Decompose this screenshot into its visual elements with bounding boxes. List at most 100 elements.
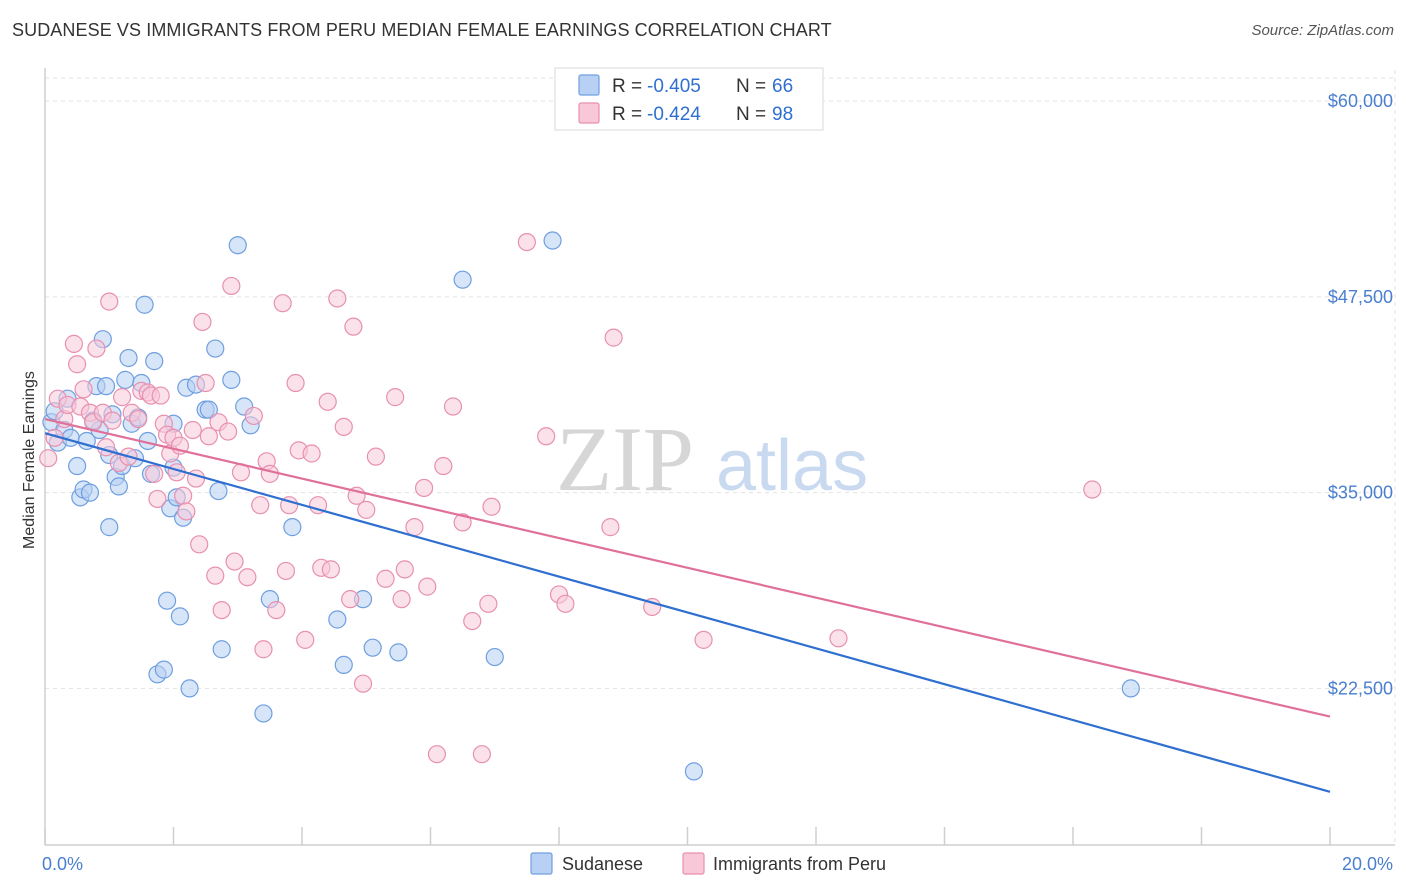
sudanese-trend-line [44, 432, 1331, 793]
data-points [39, 231, 1140, 781]
peru-point-65 [321, 560, 341, 579]
peru-point-13 [96, 438, 116, 457]
peru-point-35 [183, 420, 202, 440]
peru-point-97 [829, 629, 848, 648]
legend-r-value-1: -0.405 [647, 76, 701, 97]
peru-point-58 [286, 373, 305, 393]
peru-point-61 [302, 444, 321, 463]
peru-point-79 [414, 478, 434, 498]
peru-point-39 [196, 373, 215, 393]
peru-point-92 [556, 594, 575, 613]
sudanese-point-60 [684, 762, 704, 781]
sudanese-point-58 [485, 647, 504, 667]
watermark-atlas: atlas [716, 426, 868, 506]
legend-n-label-1: N = [736, 76, 766, 97]
sudanese-point-38 [180, 679, 199, 698]
peru-point-89 [517, 232, 536, 252]
watermark: ZIP atlas [556, 408, 868, 510]
peru-point-86 [472, 745, 491, 764]
peru-point-5 [64, 334, 84, 353]
peru-point-25 [148, 489, 167, 509]
peru-point-50 [251, 496, 270, 515]
peru-point-55 [273, 294, 292, 313]
y-tick-label-1: $47,500 [1328, 287, 1393, 307]
peru-point-77 [395, 560, 414, 579]
sudanese-point-55 [363, 638, 382, 657]
series-legend-swatch-sudanese [530, 852, 553, 875]
series-legend-swatch-peru [682, 852, 705, 875]
peru-point-80 [418, 577, 437, 596]
watermark-zip: ZIP [556, 408, 694, 510]
sudanese-point-9 [80, 483, 100, 502]
peru-point-53 [260, 464, 279, 483]
sudanese-point-19 [116, 370, 135, 389]
peru-point-51 [254, 640, 273, 659]
peru-point-69 [344, 317, 363, 336]
peru-point-24 [145, 464, 164, 483]
chart-title: SUDANESE VS IMMIGRANTS FROM PERU MEDIAN … [12, 20, 832, 40]
sudanese-point-42 [206, 339, 225, 358]
peru-point-0 [39, 449, 58, 468]
sudanese-point-20 [119, 348, 138, 368]
sudanese-point-43 [209, 481, 228, 501]
peru-point-94 [604, 328, 623, 347]
series-legend-label-sudanese: Sudanese [562, 854, 643, 874]
legend-n-value-2: 98 [772, 104, 793, 125]
sudanese-point-56 [389, 643, 408, 662]
legend-swatch-sudanese [578, 74, 600, 96]
peru-point-84 [453, 513, 472, 532]
legend: R = -0.405 N = 66 R = -0.424 N = 98 [554, 67, 824, 131]
sudanese-point-41 [199, 400, 218, 419]
peru-point-17 [112, 388, 132, 407]
peru-point-33 [174, 486, 193, 505]
y-tick-label-3: $22,500 [1328, 678, 1393, 698]
x-tick-labels: 0.0% 20.0% [42, 854, 1393, 874]
peru-point-90 [537, 427, 556, 446]
sudanese-point-53 [334, 655, 353, 675]
peru-point-48 [238, 568, 257, 587]
peru-point-40 [199, 427, 218, 446]
x-tick-label-0: 0.0% [42, 854, 83, 874]
y-tick-label-2: $35,000 [1328, 483, 1393, 503]
sudanese-point-14 [100, 518, 119, 537]
legend-box [554, 67, 824, 131]
sudanese-point-49 [254, 704, 273, 723]
y-axis-label: Median Female Earnings [21, 371, 38, 549]
sudanese-point-57 [453, 270, 472, 289]
peru-point-88 [482, 497, 501, 516]
sudanese-point-25 [135, 295, 154, 314]
peru-point-66 [328, 289, 347, 308]
peru-point-46 [225, 552, 244, 571]
peru-point-60 [296, 630, 315, 649]
sudanese-point-31 [157, 591, 177, 610]
y-tick-label-0: $60,000 [1328, 91, 1393, 111]
y-tick-labels: $60,000 $47,500 $35,000 $22,500 [1328, 91, 1393, 698]
peru-point-34 [177, 502, 196, 521]
legend-n-value-1: 66 [772, 76, 793, 97]
sudanese-point-35 [170, 607, 190, 626]
sudanese-point-46 [228, 236, 247, 255]
legend-r-label-1: R = [612, 76, 642, 97]
peru-point-85 [463, 611, 482, 631]
peru-point-14 [100, 292, 119, 311]
peru-point-82 [434, 456, 453, 476]
chart-source: Source: ZipAtlas.com [1251, 22, 1394, 39]
peru-point-87 [479, 594, 498, 613]
peru-point-38 [193, 312, 212, 332]
peru-point-45 [222, 276, 241, 296]
peru-point-8 [74, 380, 93, 399]
peru-point-49 [244, 406, 263, 426]
peru-point-44 [219, 422, 238, 441]
peru-point-74 [376, 569, 395, 588]
peru-point-73 [366, 447, 385, 466]
sudanese-point-51 [283, 518, 302, 537]
peru-point-98 [1083, 480, 1102, 499]
series-legend-label-peru: Immigrants from Peru [713, 854, 886, 874]
sudanese-point-17 [109, 477, 128, 496]
peru-point-78 [405, 518, 424, 537]
sudanese-point-44 [212, 640, 231, 659]
sudanese-point-59 [543, 231, 562, 250]
peru-point-75 [386, 388, 405, 407]
peru-point-68 [341, 590, 360, 609]
